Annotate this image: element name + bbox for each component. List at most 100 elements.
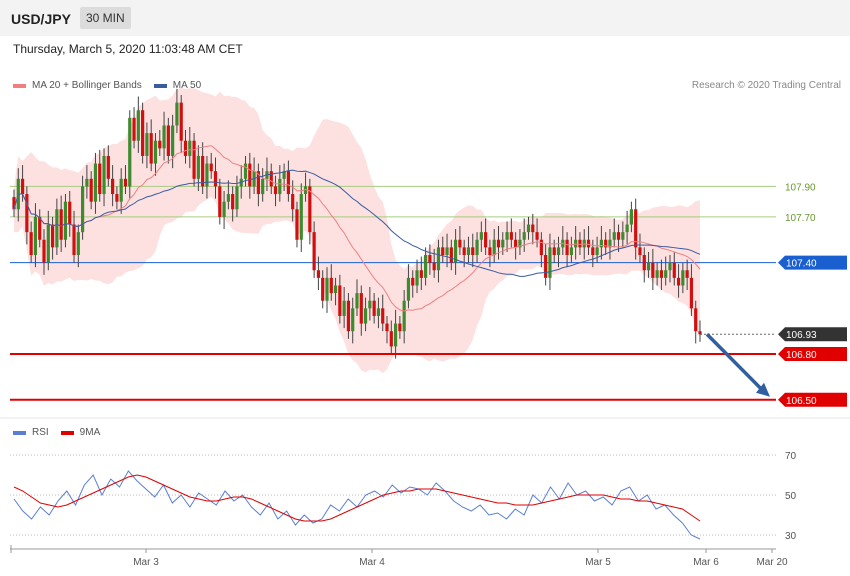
level-label: 107.70	[785, 213, 816, 224]
rsi-legend-label: RSI	[32, 427, 49, 438]
candle-body	[338, 285, 342, 316]
candle-body	[402, 300, 406, 332]
candle-body	[552, 247, 556, 255]
candle-body	[496, 239, 501, 248]
candle-body	[243, 163, 248, 179]
rsi-line	[13, 470, 701, 540]
candle-body	[479, 232, 483, 240]
bb-legend-label: MA 20 + Bollinger Bands	[32, 80, 142, 91]
candle-body	[415, 270, 419, 286]
candle-body	[621, 232, 625, 240]
candle-body	[544, 255, 548, 278]
candle-body	[273, 186, 278, 195]
candle-body	[599, 239, 603, 248]
candle-body	[484, 232, 488, 248]
candle-body	[68, 201, 72, 225]
candle-body	[651, 262, 655, 278]
candle-body	[389, 331, 393, 347]
chart-timestamp: Thursday, March 5, 2020 11:03:48 AM CET	[13, 42, 243, 56]
candle-body	[188, 140, 192, 156]
candle-body	[419, 270, 423, 278]
candle-body	[171, 125, 175, 156]
x-tick-label: Mar 5	[585, 557, 611, 568]
candle-body	[608, 239, 612, 248]
candle-body	[569, 247, 573, 255]
candle-body	[278, 178, 282, 195]
candle-body	[196, 155, 200, 179]
candle-body	[72, 224, 76, 255]
candle-body	[342, 300, 346, 316]
candle-body	[299, 194, 303, 240]
main-legend: MA 20 + Bollinger Bands MA 50	[13, 80, 201, 91]
candle-body	[556, 247, 561, 255]
candle-body	[664, 270, 668, 278]
candle-body	[308, 186, 312, 233]
candle-body	[222, 201, 226, 217]
candle-body	[38, 216, 42, 240]
candle-body	[201, 155, 205, 187]
top-bar	[0, 0, 850, 36]
ma20-line	[13, 145, 701, 312]
candle-body	[518, 239, 522, 248]
candle-body	[256, 171, 260, 195]
candle-body	[162, 125, 166, 149]
candle-body	[359, 293, 363, 324]
candle-body	[291, 194, 295, 210]
candle-body	[659, 270, 664, 278]
rsi-tick-label: 30	[785, 531, 797, 542]
candle-body	[63, 201, 68, 240]
candle-body	[351, 308, 355, 332]
candle-body	[42, 239, 46, 263]
candle-body	[205, 163, 209, 187]
candle-body	[321, 277, 325, 301]
instrument-pair: USD/JPY	[11, 11, 71, 27]
candle-body	[106, 155, 110, 179]
candle-body	[183, 140, 188, 156]
candle-body	[505, 232, 509, 240]
candle-body	[85, 178, 89, 187]
candle-body	[526, 224, 531, 233]
candle-body	[672, 262, 676, 278]
candle-body	[393, 323, 398, 347]
candle-body	[111, 178, 115, 195]
candle-body	[445, 247, 449, 255]
candle-body	[535, 232, 539, 240]
candle-body	[372, 300, 376, 316]
candle-body	[449, 247, 453, 263]
level-label: 107.40	[786, 259, 817, 270]
level-tag	[778, 327, 847, 342]
candle-body	[93, 163, 98, 202]
candle-body	[12, 197, 16, 210]
candle-body	[488, 247, 492, 255]
candle-body	[89, 178, 93, 202]
candle-body	[149, 133, 153, 164]
candle-body	[595, 247, 599, 255]
x-tick-label: Mar 3	[133, 557, 159, 568]
forecast-arrowhead	[756, 382, 770, 397]
candle-body	[471, 247, 475, 255]
candle-body	[676, 277, 681, 286]
level-tag	[778, 255, 847, 270]
candle-body	[119, 178, 123, 202]
research-credit: Research © 2020 Trading Central	[691, 80, 841, 91]
level-tag	[778, 347, 847, 362]
candle-body	[655, 270, 659, 278]
candle-body	[475, 239, 479, 255]
candle-body	[115, 194, 119, 202]
candle-body	[261, 178, 265, 195]
candle-body	[398, 323, 402, 332]
candle-body	[501, 239, 505, 248]
timeframe-button[interactable]: 30 MIN	[80, 7, 131, 29]
candle-body	[20, 178, 25, 195]
candle-body	[355, 293, 359, 309]
candle-body	[616, 232, 621, 240]
candle-body	[55, 209, 59, 248]
x-tick-label: Mar 20	[756, 557, 788, 568]
candle-body	[548, 247, 552, 278]
candle-body	[578, 239, 582, 248]
ma50-legend-label: MA 50	[172, 80, 202, 91]
candle-body	[50, 224, 55, 248]
candle-body	[406, 277, 411, 301]
candle-body	[175, 102, 179, 126]
candle-body	[363, 308, 368, 324]
